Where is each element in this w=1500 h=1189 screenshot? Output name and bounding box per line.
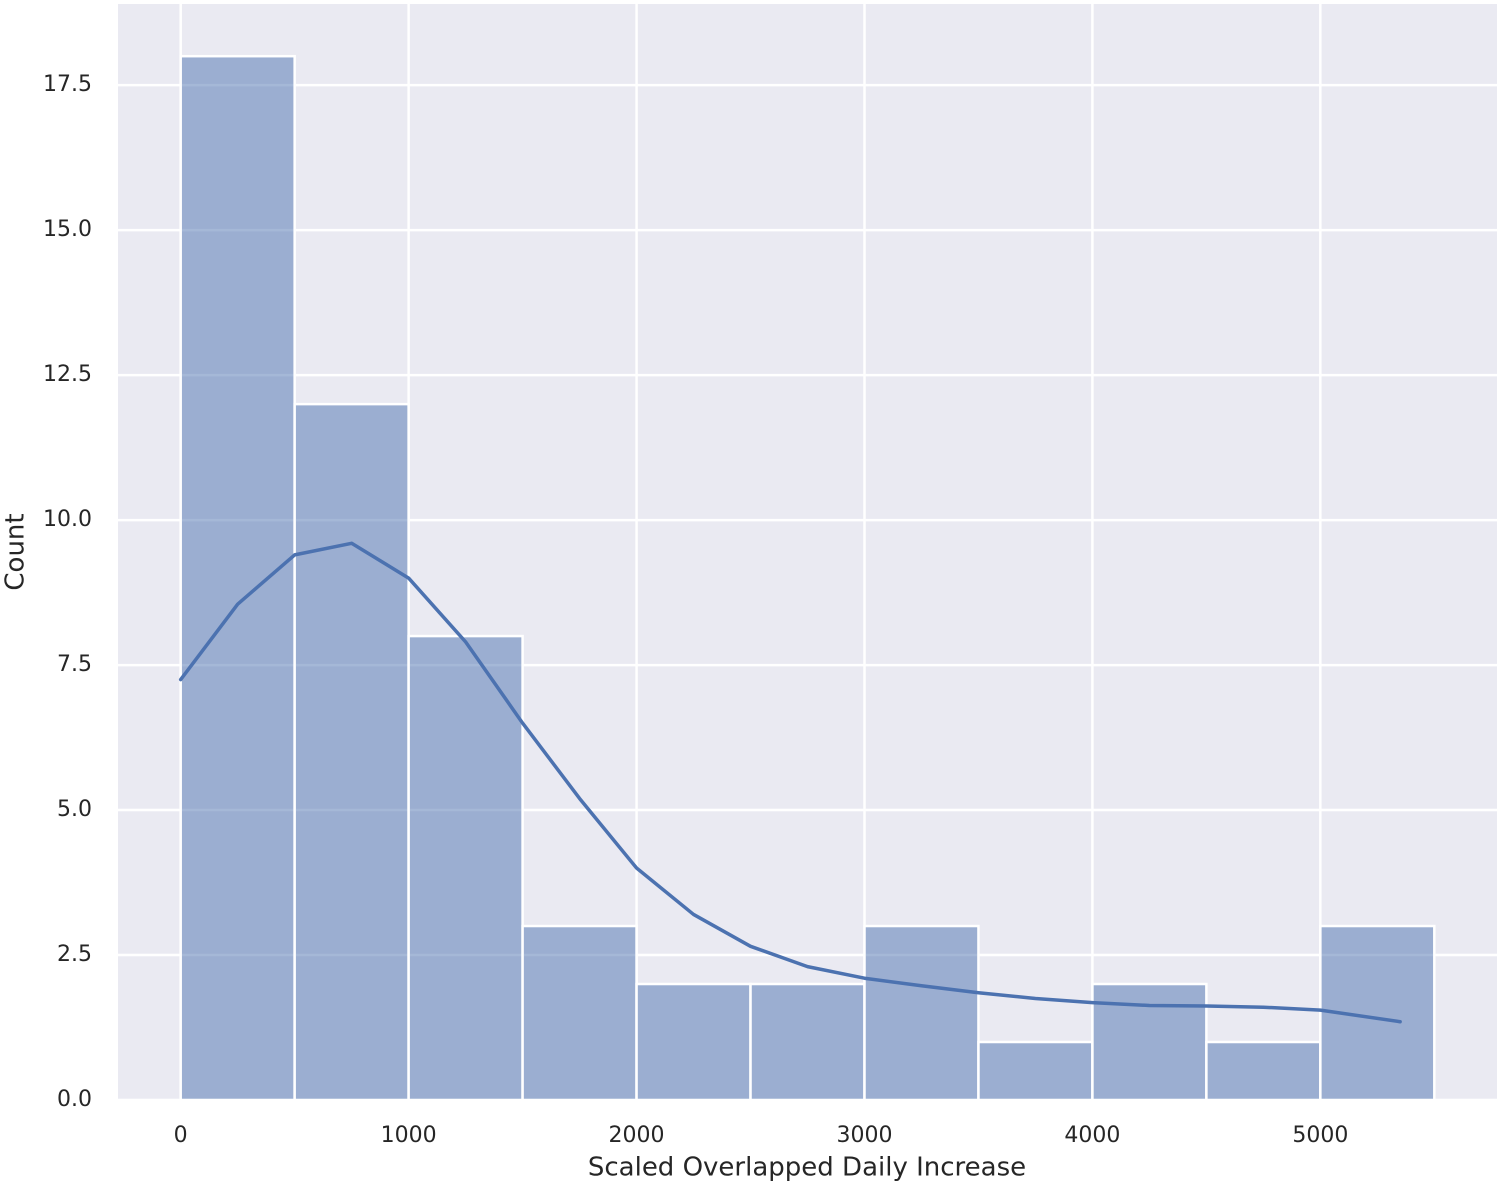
bar: [1205, 1040, 1322, 1102]
kde-line: [178, 541, 1402, 1024]
bar: [179, 54, 296, 1102]
x-axis-label: Scaled Overlapped Daily Increase: [588, 1153, 1026, 1183]
x-tick-label: 4000: [1064, 1123, 1120, 1148]
bar: [635, 982, 752, 1102]
bar: [863, 924, 980, 1102]
bar: [1091, 982, 1208, 1102]
bar: [521, 924, 638, 1102]
x-tick-label: 0: [174, 1123, 188, 1148]
x-tick-label: 2000: [609, 1123, 665, 1148]
x-tick-label: 5000: [1292, 1123, 1348, 1148]
y-tick-label: 0.0: [57, 1087, 92, 1112]
y-tick-label: 15.0: [43, 217, 92, 242]
y-tick-label: 12.5: [43, 362, 92, 387]
y-axis-label: Count: [1, 513, 31, 590]
bar: [293, 402, 410, 1102]
x-tick-label: 3000: [836, 1123, 892, 1148]
y-tick-label: 5.0: [57, 797, 92, 822]
bar: [749, 982, 866, 1102]
y-tick-label: 10.0: [43, 507, 92, 532]
y-tick-label: 17.5: [43, 72, 92, 97]
bar: [977, 1040, 1094, 1102]
y-tick-label: 2.5: [57, 942, 92, 967]
x-tick-label: 1000: [381, 1123, 437, 1148]
y-tick-label: 7.5: [57, 652, 92, 677]
bar: [407, 634, 524, 1102]
